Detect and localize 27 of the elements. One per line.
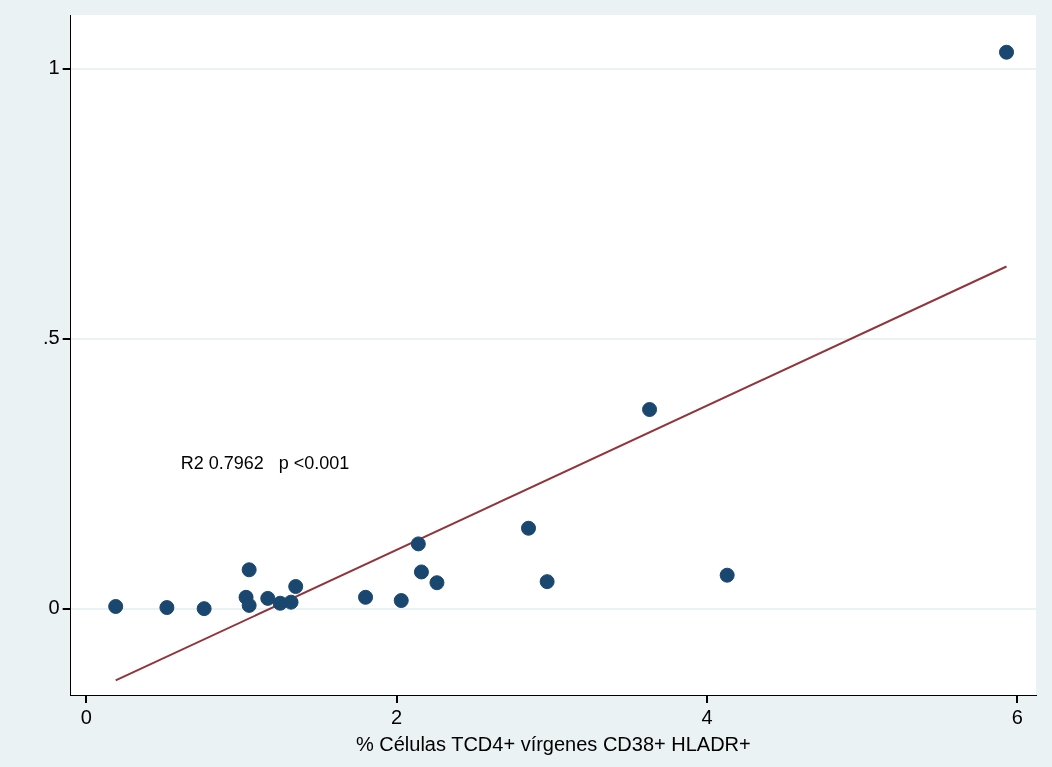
y-tick-label: .5 bbox=[42, 326, 60, 349]
x-tick-label: 4 bbox=[701, 705, 713, 728]
y-tick-label: 0 bbox=[48, 596, 60, 619]
point bbox=[413, 564, 429, 580]
point bbox=[260, 590, 276, 606]
x-tick-label: 6 bbox=[1011, 705, 1023, 728]
point bbox=[999, 44, 1015, 60]
point bbox=[410, 536, 426, 552]
point bbox=[283, 594, 299, 610]
point bbox=[108, 598, 124, 614]
point bbox=[358, 589, 374, 605]
point bbox=[719, 567, 735, 583]
point bbox=[196, 601, 212, 617]
point bbox=[393, 593, 409, 609]
point bbox=[288, 579, 304, 595]
x-tick-label: 2 bbox=[391, 705, 403, 728]
point bbox=[159, 600, 175, 616]
point bbox=[539, 574, 555, 590]
point bbox=[429, 575, 445, 591]
point bbox=[642, 402, 658, 418]
point bbox=[521, 520, 537, 536]
point bbox=[241, 562, 257, 578]
point bbox=[241, 597, 257, 613]
y-tick-label: 1 bbox=[48, 56, 60, 79]
x-tick-label: 0 bbox=[80, 705, 92, 728]
annotation: R2 0.7962 p <0.001 bbox=[180, 452, 350, 473]
x-axis-title: % Células TCD4+ vírgenes CD38+ HLADR+ bbox=[355, 732, 751, 755]
